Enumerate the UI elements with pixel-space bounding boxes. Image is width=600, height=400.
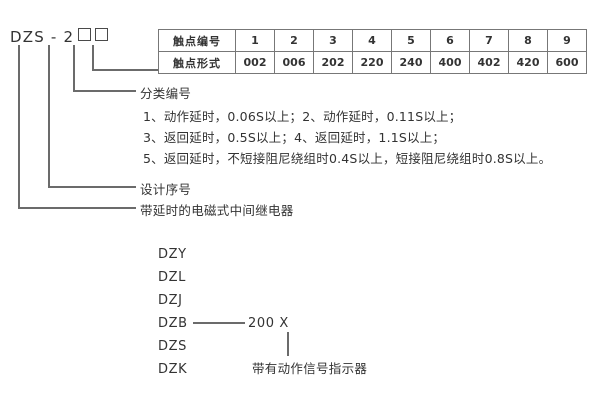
row-header-contact-number: 触点编号 xyxy=(158,29,236,52)
contact-form-cell: 240 xyxy=(391,51,431,74)
contact-form-cell: 202 xyxy=(313,51,353,74)
table-row-contact-form: 触点形式 002 006 202 220 240 400 402 420 600 xyxy=(158,51,587,74)
callout-product-name: 带延时的电磁式中间继电器 xyxy=(140,203,294,218)
contact-table: 触点编号 1 2 3 4 5 6 7 8 9 触点形式 002 006 202 … xyxy=(158,29,587,74)
leader-line-3-horizontal xyxy=(48,186,136,188)
leader-line-3-vertical xyxy=(48,45,50,187)
contact-form-cell: 400 xyxy=(430,51,470,74)
indicator-label: 带有动作信号指示器 xyxy=(252,361,368,376)
contact-form-cell: 002 xyxy=(235,51,275,74)
contact-number-cell: 1 xyxy=(235,29,275,52)
table-row-contact-number: 触点编号 1 2 3 4 5 6 7 8 9 xyxy=(158,29,587,52)
classification-note: 5、返回延时，不短接阻尼绕组时0.4S以上，短接阻尼绕组时0.8S以上。 xyxy=(143,151,552,166)
contact-form-cell: 402 xyxy=(469,51,509,74)
leader-line-2-horizontal xyxy=(73,90,136,92)
series-item-dzj: DZJ xyxy=(158,293,183,308)
series-item-dzy: DZY xyxy=(158,247,187,262)
contact-number-cell: 4 xyxy=(352,29,392,52)
contact-form-cell: 220 xyxy=(352,51,392,74)
contact-form-cell: 600 xyxy=(547,51,587,74)
row-header-contact-form: 触点形式 xyxy=(158,51,236,74)
classification-note: 1、动作延时，0.06S以上；2、动作延时，0.11S以上； xyxy=(143,109,462,124)
model-code-box-1 xyxy=(78,28,92,41)
contact-number-cell: 3 xyxy=(313,29,353,52)
series-item-dzs: DZS xyxy=(158,339,187,354)
series-item-dzb: DZB xyxy=(158,316,188,331)
contact-number-cell: 7 xyxy=(469,29,509,52)
leader-line-4-vertical xyxy=(18,45,20,208)
model-code-box-2 xyxy=(95,28,109,41)
contact-number-cell: 2 xyxy=(274,29,314,52)
model-code-prefix: DZS - 2 xyxy=(10,28,75,46)
leader-line-1-vertical xyxy=(92,45,94,70)
contact-number-cell: 8 xyxy=(508,29,548,52)
contact-form-cell: 006 xyxy=(274,51,314,74)
leader-line-2-vertical xyxy=(73,45,75,91)
leader-line-1-horizontal xyxy=(92,69,158,71)
contact-form-cell: 420 xyxy=(508,51,548,74)
contact-number-cell: 6 xyxy=(430,29,470,52)
series-item-dzk: DZK xyxy=(158,362,188,377)
model-code: DZS - 2 xyxy=(10,28,109,46)
series-suffix: 200 X xyxy=(248,316,289,331)
series-item-dzl: DZL xyxy=(158,270,186,285)
callout-classification: 分类编号 xyxy=(140,86,192,101)
contact-number-cell: 9 xyxy=(547,29,587,52)
indicator-leader-line xyxy=(287,332,289,356)
classification-note: 3、返回延时，0.5S以上；4、返回延时，1.1S以上； xyxy=(143,130,446,145)
series-connector-line xyxy=(193,322,245,324)
contact-number-cell: 5 xyxy=(391,29,431,52)
callout-design-serial: 设计序号 xyxy=(140,182,192,197)
leader-line-4-horizontal xyxy=(18,207,136,209)
